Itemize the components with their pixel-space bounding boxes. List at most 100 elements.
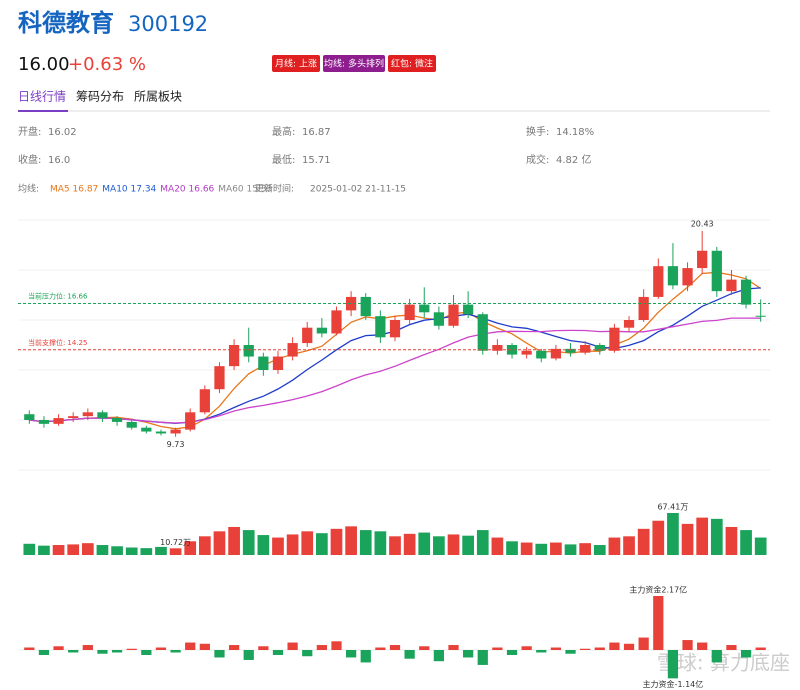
candle-body (214, 366, 225, 390)
volume-bar (564, 544, 577, 555)
flow-bar (258, 646, 269, 650)
support-value: 14.25 (67, 339, 87, 347)
candle-body (375, 316, 386, 338)
price-change: +0.63 % (68, 54, 146, 75)
flow-bar (185, 642, 196, 650)
stat-label: 最低: (272, 153, 295, 166)
flow-bar (492, 647, 503, 650)
flow-label: 主力资金-1.14亿 (643, 679, 704, 689)
update-time: 2025-01-02 21-11-15 (310, 185, 406, 195)
flow-bar (448, 645, 459, 650)
flow-bar (506, 650, 518, 655)
flow-bar (316, 645, 327, 650)
flow-bar (97, 650, 108, 654)
volume-bar (579, 543, 592, 555)
flow-bar (609, 642, 620, 650)
volume-bar (550, 542, 562, 555)
tab[interactable]: 日线行情 (18, 90, 66, 104)
volume-bar (38, 545, 50, 555)
stat-label: 开盘: (18, 125, 41, 138)
stat-value: 15.71 (302, 155, 331, 166)
flow-bar (755, 647, 766, 650)
candle-body (82, 412, 93, 417)
volume-bar (418, 532, 431, 555)
flow-bar (565, 650, 576, 654)
candle-body (492, 345, 503, 351)
high-label: 20.43 (691, 219, 714, 228)
candle-body (609, 327, 620, 351)
volume-bar (681, 523, 694, 555)
volume-bar (535, 543, 548, 555)
volume-bar (725, 526, 738, 555)
volume-bar (462, 535, 474, 555)
candle-body (638, 296, 649, 320)
candle-body (287, 343, 298, 357)
candle-body (170, 429, 181, 434)
stat-label: 收盘: (18, 153, 41, 166)
volume-bar (520, 542, 533, 555)
stat-value: 16.02 (48, 127, 77, 138)
candle-body (623, 320, 635, 328)
flow-bar (638, 637, 649, 650)
stat-value: 14.18% (556, 127, 594, 138)
candle-body (550, 348, 562, 359)
volume-bar (608, 537, 621, 555)
flow-bar (463, 650, 474, 658)
volume-bar (23, 543, 36, 555)
volume-bar (476, 530, 489, 555)
volume-bar (330, 528, 343, 555)
candle-body (565, 348, 576, 353)
volume-bar (345, 526, 357, 555)
candle-body (111, 418, 123, 422)
flow-bar (682, 640, 693, 650)
volume-bar (316, 533, 328, 555)
flow-bar (375, 647, 386, 650)
volume-bar (623, 536, 635, 555)
candle-body (521, 350, 532, 355)
flow-bar (580, 648, 591, 650)
stat-value: 16.87 (302, 127, 331, 138)
watermark: 雪球: 算力底座 (657, 651, 790, 675)
flow-bar (536, 650, 547, 653)
volume-bar (228, 526, 240, 555)
flow-bar (53, 646, 64, 650)
tab[interactable]: 所属板块 (134, 90, 182, 104)
candle-body (302, 327, 313, 344)
flow-bar (389, 645, 401, 650)
candle-body (126, 421, 137, 428)
ma10-line (29, 287, 761, 424)
flow-bar (419, 646, 430, 650)
volume-bar (257, 535, 270, 555)
candle-body (38, 420, 50, 424)
low-label: 9.73 (167, 440, 185, 449)
volume-bar (155, 546, 167, 555)
candle-body (477, 314, 488, 351)
volume-bar (67, 544, 80, 555)
flow-bar (155, 647, 167, 650)
flow-bar (38, 650, 50, 655)
candle-body (331, 310, 342, 334)
flow-bar (331, 641, 342, 650)
flow-bar (111, 650, 123, 653)
ma-value: MA5 16.87 (50, 185, 98, 195)
pressure-value: 16.66 (67, 292, 88, 300)
ma5-line (29, 271, 762, 430)
volume-label: 67.41万 (657, 503, 688, 512)
volume-bar (433, 536, 445, 555)
flow-bar (697, 642, 708, 650)
volume-bar (96, 545, 109, 555)
flow-bar (550, 647, 562, 650)
flow-label: 主力资金2.17亿 (629, 585, 687, 595)
pressure-label: 当前压力位: (28, 291, 65, 300)
candle-body (419, 304, 430, 313)
candle-body (580, 345, 591, 353)
tab[interactable]: 筹码分布 (76, 90, 124, 104)
flow-bar (404, 650, 415, 659)
candle-body (68, 416, 79, 419)
candle-body (243, 345, 254, 357)
flow-bar (24, 647, 35, 650)
ma-label: 均线: (18, 183, 39, 195)
candle-body (433, 312, 445, 326)
candle-body (594, 345, 605, 351)
volume-bar (52, 545, 65, 555)
